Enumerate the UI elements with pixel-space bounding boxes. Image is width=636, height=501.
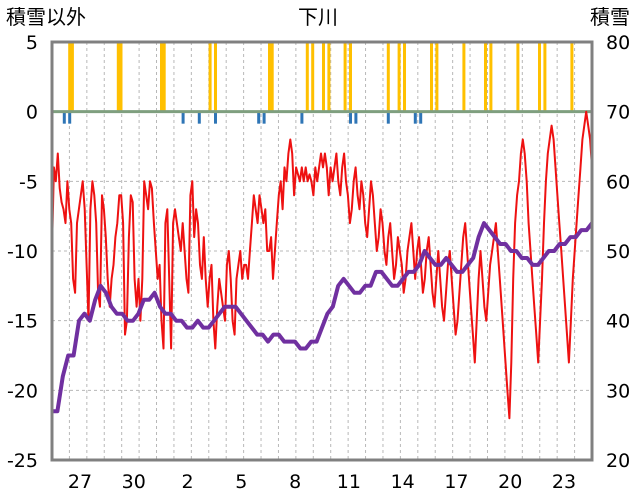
left-tick-label: 0 [26,102,38,124]
x-tick-label: 5 [235,471,247,493]
left-axis-ticks: 5 0 -5 -10 -15 -20 -25 [7,32,38,472]
negative-bar [300,111,304,124]
negative-bar [386,111,390,124]
right-tick-label: 70 [606,102,630,124]
series-lines [51,110,594,420]
negative-bar [197,111,201,124]
precipitation-bar [430,42,433,112]
right-axis-ticks: 80 70 60 50 40 30 20 [606,32,630,472]
precipitation-bar [462,42,466,112]
precipitation-bar [268,42,271,112]
precipitation-bar [311,42,315,112]
left-tick-label: -10 [7,241,38,263]
grid-lines [52,41,592,461]
precipitation-bar [435,42,439,112]
precipitation-bar [70,42,74,112]
x-tick-label: 27 [68,471,92,493]
precipitation-bar [305,42,309,112]
precipitation-bar [343,42,347,112]
left-tick-label: -15 [7,311,38,333]
right-axis-label: 積雪 [590,5,630,29]
chart-title: 下川 [298,5,338,29]
precipitation-bar [543,42,547,112]
precipitation-bar [327,42,331,112]
precipitation-bar [162,42,166,112]
precipitation-bar [119,42,123,112]
x-tick-label: 17 [444,471,468,493]
right-tick-label: 50 [606,241,630,263]
precipitation-bar [322,42,325,112]
plot-border [50,40,594,462]
temperature-line [51,110,593,420]
left-tick-label: -20 [7,380,38,402]
negative-bar [214,111,217,124]
precipitation-bar [270,42,274,112]
precipitation-bar [516,42,520,112]
precipitation-bar [403,42,406,112]
negative-bar [257,111,261,124]
precipitation-bar [386,42,390,112]
left-tick-label: -25 [7,450,38,472]
precipitation-bars [68,42,574,112]
precipitation-bar [349,42,352,112]
precipitation-bar [214,42,217,112]
precipitation-bar [538,42,541,112]
negative-bar [181,111,185,124]
negative-bar [68,111,72,124]
negative-bars [62,111,423,124]
snow-depth-line [52,221,594,414]
x-axis-ticks: 27 30 2 5 8 11 14 17 20 23 [68,471,576,493]
negative-bar [262,111,266,124]
precipitation-bar [68,42,72,112]
right-tick-label: 20 [606,450,630,472]
x-tick-label: 11 [337,471,361,493]
precipitation-bar [570,42,574,112]
negative-bar [349,111,352,124]
x-tick-label: 20 [498,471,522,493]
right-tick-label: 80 [606,32,630,54]
precipitation-bar [484,42,487,112]
precipitation-bar [160,42,163,112]
right-tick-label: 30 [606,380,630,402]
negative-bar [62,111,66,124]
precipitation-bar [208,42,212,112]
precipitation-bar [397,42,401,112]
left-axis-label: 積雪以外 [6,5,86,29]
x-tick-label: 30 [122,471,146,493]
left-tick-label: -5 [19,171,38,193]
negative-bar [413,111,417,124]
precipitation-bar [489,42,493,112]
x-tick-label: 14 [391,471,415,493]
negative-bar [354,111,358,124]
x-tick-label: 8 [289,471,301,493]
left-tick-label: 5 [26,32,38,54]
right-tick-label: 60 [606,171,630,193]
right-tick-label: 40 [606,311,630,333]
x-tick-label: 2 [182,471,194,493]
precipitation-bar [116,42,120,112]
x-tick-label: 23 [552,471,576,493]
negative-bar [419,111,423,124]
